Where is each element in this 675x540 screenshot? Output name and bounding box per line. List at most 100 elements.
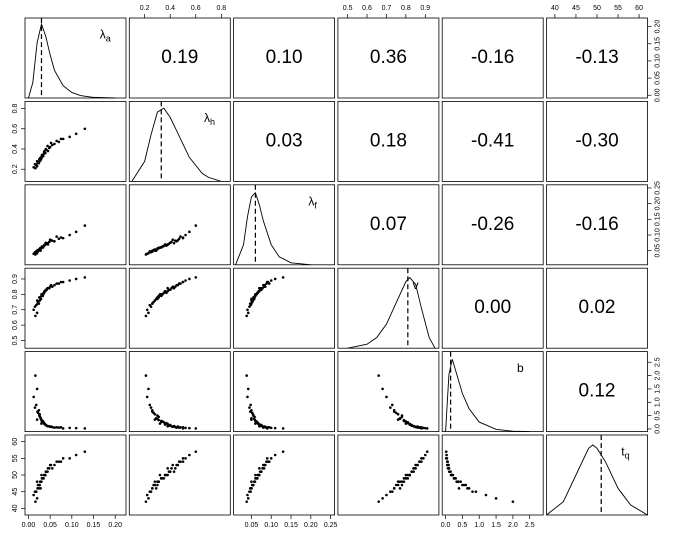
scatter-point [170, 240, 173, 244]
scatter-point [145, 308, 149, 312]
variable-label: tq [621, 445, 629, 461]
scatter-point [41, 154, 45, 158]
scatter-point [181, 236, 185, 239]
scatter-point [144, 500, 148, 503]
scatter-point [53, 283, 56, 287]
scatter-point [251, 483, 255, 487]
scatter-point [251, 412, 255, 416]
y-tick-label: 0.05 [654, 244, 661, 258]
scatter-point [176, 425, 180, 428]
panel-frame [337, 17, 440, 99]
scatter-point [35, 480, 39, 483]
y-tick-label: 0.00 [654, 88, 661, 102]
scatter-point [455, 480, 458, 483]
scatter-point [253, 418, 257, 422]
scatter-point [422, 457, 425, 460]
scatter-point [163, 423, 167, 426]
scatter-point [174, 239, 177, 242]
x-tick-label: 0.8 [401, 5, 411, 12]
scatter-point [35, 418, 39, 421]
scatter-point [246, 493, 249, 497]
scatter-point [410, 470, 414, 473]
scatter-point [40, 480, 43, 483]
scatter-point [281, 427, 285, 430]
scatter-point [46, 241, 49, 245]
scatter-point [392, 410, 396, 413]
scatter-point [157, 415, 161, 419]
variable-symbol: v [413, 278, 419, 292]
variable-symbol: b [517, 361, 524, 375]
scatter-point [74, 277, 78, 281]
correlation-label: -0.13 [575, 47, 618, 68]
variable-symbol: λ [204, 111, 210, 125]
correlation-label: 0.19 [161, 47, 198, 68]
scatter-point [35, 164, 39, 168]
scatter-point [406, 421, 410, 425]
scatter-point [471, 490, 474, 493]
scatter-point [179, 235, 182, 238]
x-tick-label: 55 [614, 5, 622, 12]
scatter-point [166, 243, 169, 247]
scatter-point [171, 238, 175, 242]
scatter-point [158, 473, 162, 477]
scatter-point [38, 412, 42, 416]
scatter-point [153, 248, 157, 251]
scatter-point [269, 457, 273, 460]
scatter-point [34, 253, 37, 256]
scatter-point [156, 297, 159, 301]
scatter-point [404, 477, 408, 480]
scatter-point [402, 477, 406, 480]
scatter-point [153, 299, 157, 302]
x-tick-label: 40 [551, 5, 559, 12]
panel-frame [441, 17, 544, 99]
x-tick-label: 1.5 [491, 522, 501, 529]
x-tick-label: 50 [593, 5, 601, 12]
scatter-point [59, 236, 63, 239]
y-tick-label: 45 [12, 488, 19, 496]
scatter-point [59, 280, 63, 284]
scatter-point [38, 159, 42, 163]
scatter-point [176, 283, 180, 287]
scatter-point [145, 395, 149, 399]
scatter-point [148, 490, 152, 493]
scatter-point [246, 308, 249, 312]
variable-subscript: q [625, 451, 630, 461]
scatter-point [253, 480, 257, 483]
panel-frame [128, 101, 231, 182]
scatter-point [83, 450, 87, 453]
scatter-point [61, 457, 65, 460]
x-tick-label: 0.7 [382, 5, 392, 12]
density-curve [445, 359, 530, 433]
scatter-point [181, 460, 185, 463]
scatter-point [248, 410, 252, 413]
correlation-label: 0.00 [474, 297, 511, 318]
scatter-point [269, 426, 273, 430]
scatter-point [151, 410, 154, 413]
scatter-point [59, 137, 63, 141]
scatter-point [447, 463, 450, 467]
scatter-point [34, 490, 38, 493]
scatter-point [194, 276, 198, 279]
scatter-point [36, 410, 39, 413]
scatter-point [246, 395, 249, 399]
scatter-point [251, 299, 255, 302]
panel-frame [128, 351, 231, 433]
scatter-point [55, 139, 58, 143]
scatter-point [41, 293, 45, 296]
scatter-point [159, 477, 163, 480]
scatter-point [154, 487, 158, 490]
scatter-point [184, 457, 187, 460]
scatter-point [424, 426, 427, 430]
scatter-point [381, 387, 384, 391]
scatter-point [416, 425, 419, 428]
scatter-point [40, 422, 43, 425]
scatter-point [398, 480, 402, 483]
y-tick-label: 0.10 [654, 54, 661, 68]
scatter-point [176, 239, 180, 242]
x-tick-label: 0.0 [441, 522, 451, 529]
correlation-label: 0.18 [370, 130, 407, 151]
scatter-point [414, 467, 417, 470]
y-tick-label: 1.5 [654, 384, 661, 394]
x-tick-label: 0.25 [324, 522, 338, 529]
y-tick-label: 0.25 [654, 181, 661, 195]
